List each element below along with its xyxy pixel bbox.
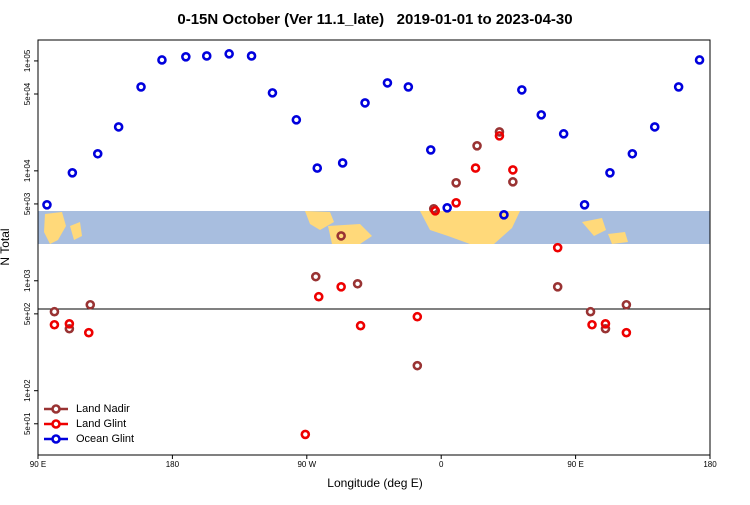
point	[552, 242, 563, 253]
point	[355, 320, 366, 331]
point	[649, 122, 660, 132]
point	[64, 323, 75, 334]
x-tick-label: 90 W	[297, 460, 316, 469]
point	[42, 200, 52, 210]
legend-label: Ocean Glint	[76, 433, 134, 445]
point	[587, 319, 597, 330]
map-strip	[38, 211, 710, 244]
point	[508, 177, 518, 187]
point	[499, 210, 509, 220]
y-tick-label: 5e+01	[23, 412, 32, 435]
point	[536, 110, 547, 120]
point	[312, 163, 323, 173]
x-tick-label: 90 E	[30, 460, 46, 469]
y-tick-label: 1e+02	[23, 379, 32, 402]
point	[470, 163, 481, 173]
point	[412, 311, 423, 322]
point	[360, 98, 370, 108]
point	[310, 271, 321, 282]
point	[600, 319, 611, 329]
y-tick-label: 1e+04	[23, 159, 32, 182]
x-tick-label: 180	[703, 460, 717, 469]
point	[494, 127, 505, 137]
x-tick-label: 180	[166, 460, 180, 469]
point	[337, 158, 348, 168]
point	[181, 52, 191, 62]
point	[267, 88, 278, 98]
point	[300, 429, 311, 440]
point	[113, 122, 124, 132]
point	[49, 319, 60, 330]
point	[494, 131, 505, 141]
point	[472, 140, 482, 151]
point	[430, 206, 441, 216]
y-tick-label: 1e+03	[23, 269, 32, 292]
point	[508, 165, 518, 175]
x-tick-label: 0	[439, 460, 444, 469]
point	[673, 82, 684, 92]
point	[336, 231, 346, 241]
point	[157, 55, 167, 65]
point	[49, 306, 60, 317]
point	[425, 145, 436, 155]
point	[579, 200, 590, 210]
point	[412, 360, 423, 371]
legend-marker	[51, 419, 61, 429]
point	[403, 82, 414, 92]
point	[83, 327, 94, 338]
y-tick-label: 5e+03	[23, 192, 32, 215]
point	[558, 129, 569, 139]
point	[201, 51, 212, 61]
point	[336, 282, 346, 292]
y-tick-label: 1e+05	[23, 49, 32, 72]
legend-label: Land Nadir	[76, 403, 130, 415]
point	[627, 148, 638, 159]
legend-marker	[51, 434, 61, 444]
point	[85, 299, 96, 310]
plot-frame	[37, 39, 711, 456]
point	[382, 78, 393, 88]
point	[600, 323, 611, 334]
x-tick-label: 90 E	[567, 460, 583, 469]
y-tick-label: 5e+02	[23, 302, 32, 325]
point	[517, 85, 527, 95]
point	[92, 148, 103, 159]
point	[694, 55, 705, 65]
point	[352, 278, 363, 289]
chart-title: 0-15N October (Ver 11.1_late) 2019-01-01…	[177, 11, 572, 28]
point	[451, 198, 461, 208]
y-tick-label: 5e+04	[23, 82, 32, 105]
point	[585, 306, 596, 317]
point	[552, 282, 563, 292]
point	[136, 82, 146, 92]
point	[67, 167, 78, 178]
legend-label: Land Glint	[76, 418, 126, 430]
point	[621, 299, 632, 310]
point	[64, 319, 75, 329]
point	[246, 51, 257, 61]
y-axis-label: N Total	[0, 228, 12, 265]
x-axis-label: Longitude (deg E)	[327, 476, 422, 490]
point	[291, 115, 302, 125]
point	[224, 49, 234, 59]
point	[621, 327, 632, 338]
point	[442, 203, 452, 213]
point	[313, 291, 324, 302]
legend-marker	[51, 404, 61, 414]
point	[605, 167, 615, 178]
point	[451, 178, 461, 188]
